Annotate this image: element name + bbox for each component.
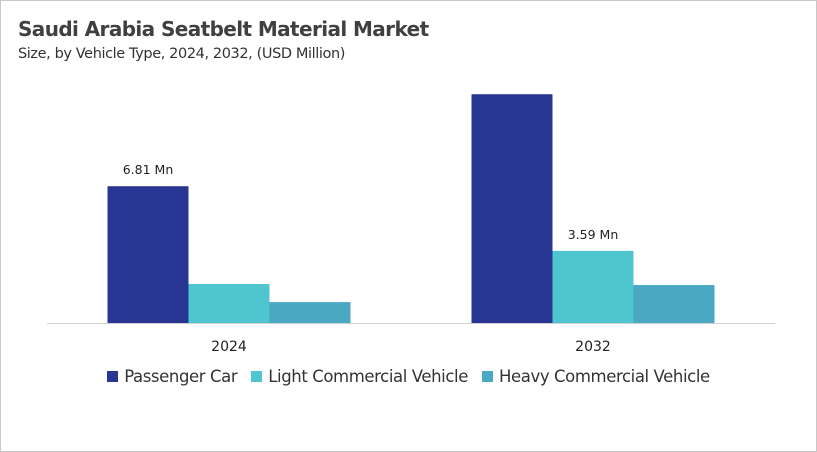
bar <box>471 94 553 324</box>
data-label: 3.59 Mn <box>568 227 619 242</box>
x-tick-label: 2032 <box>575 339 611 355</box>
legend-swatch <box>251 371 263 382</box>
x-tick-label: 2024 <box>211 339 247 355</box>
data-label: 6.81 Mn <box>123 162 174 177</box>
legend-swatch <box>481 371 493 382</box>
bar <box>633 285 715 323</box>
legend-label: Heavy Commercial Vehicle <box>498 367 710 386</box>
legend-item: Heavy Commercial Vehicle <box>481 367 710 386</box>
legend-label: Passenger Car <box>124 367 238 386</box>
bar <box>552 250 634 323</box>
legend-swatch <box>107 371 119 382</box>
legend-item: Passenger Car <box>107 367 238 386</box>
legend: Passenger Car Light Commercial Vehicle Hea… <box>0 367 817 386</box>
legend-item: Light Commercial Vehicle <box>251 367 468 386</box>
chart-title: Saudi Arabia Seatbelt Material Market <box>18 17 429 41</box>
bar <box>269 302 351 323</box>
bar <box>107 186 189 323</box>
bar <box>188 284 270 323</box>
legend-label: Light Commercial Vehicle <box>268 367 468 386</box>
chart-subtitle: Size, by Vehicle Type, 2024, 2032, (USD … <box>18 46 345 62</box>
